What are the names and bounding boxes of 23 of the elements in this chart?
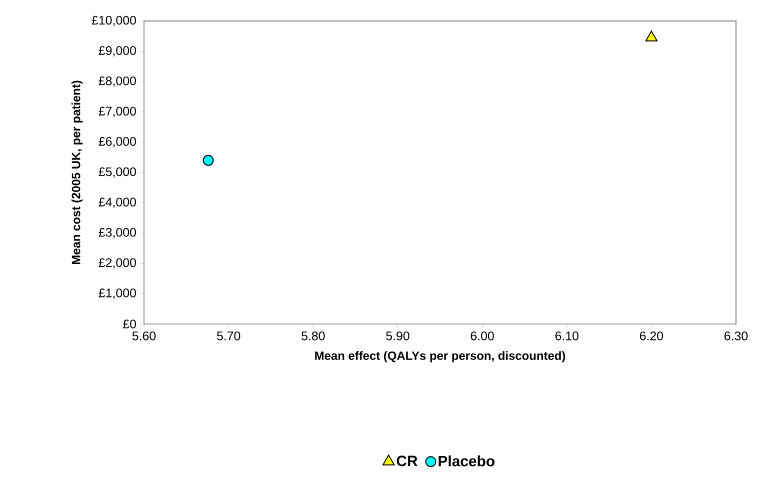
- y-tick-label: £5,000: [98, 167, 136, 178]
- y-axis-title: Mean cost (2005 UK, per patient): [71, 80, 83, 264]
- x-tick-label: 6.10: [555, 332, 578, 340]
- x-axis-title: Mean effect (QALYs per person, discounted): [315, 351, 566, 362]
- y-tick-label: £2,000: [98, 258, 136, 269]
- y-tick-label: £6,000: [98, 137, 136, 148]
- y-tick-label: £7,000: [98, 106, 136, 118]
- legend-label: Placebo: [438, 455, 494, 466]
- x-tick-label: 6.00: [470, 332, 494, 340]
- y-tick-label: £3,000: [98, 228, 136, 238]
- y-tick-label: £1,000: [98, 288, 136, 299]
- x-tick-label: 5.70: [216, 332, 240, 340]
- y-tick-label: £8,000: [98, 76, 136, 87]
- legend-label: CR: [396, 456, 418, 466]
- x-tick-label: 5.80: [302, 332, 325, 340]
- x-tick-label: 6.30: [724, 332, 748, 340]
- x-tick-label: 6.20: [640, 332, 664, 340]
- y-tick-label: £9,000: [98, 46, 136, 56]
- y-tick-label: £10,000: [92, 16, 136, 26]
- y-tick-label: £4,000: [98, 198, 136, 208]
- x-tick-label: 5.60: [132, 332, 156, 340]
- x-tick-label: 5.90: [386, 332, 410, 340]
- y-tick-label: £0: [122, 320, 136, 328]
